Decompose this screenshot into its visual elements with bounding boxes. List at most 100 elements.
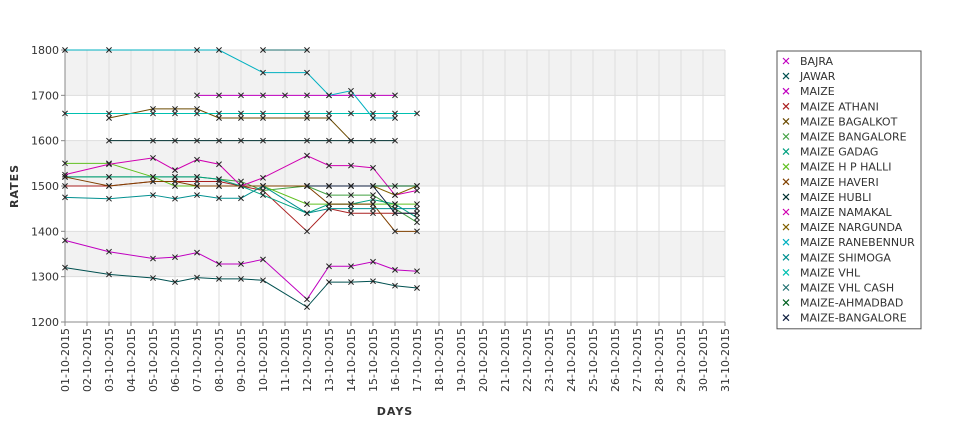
data-point (106, 115, 112, 121)
data-point (194, 47, 200, 53)
series-group (106, 137, 398, 144)
y-tick-label: 1400 (31, 225, 59, 238)
data-point (194, 249, 200, 256)
data-point (370, 201, 376, 208)
x-axis-title: DAYS (377, 405, 413, 418)
legend-item: MAIZE GADAG (782, 146, 878, 159)
legend-marker (782, 238, 790, 246)
data-point (172, 183, 178, 189)
data-point (194, 110, 200, 117)
legend-marker (782, 148, 790, 156)
data-point (304, 228, 310, 235)
data-point (326, 279, 332, 286)
data-point (106, 161, 112, 168)
legend-label: MAIZE BANGALORE (800, 131, 907, 144)
data-point (172, 137, 178, 144)
legend-label: MAIZE HUBLI (800, 191, 871, 204)
x-tick-label: 05-10-2015 (147, 328, 160, 392)
legend-item: MAIZE BANGALORE (782, 131, 907, 144)
x-tick-label: 10-10-2015 (257, 328, 270, 392)
data-point (238, 110, 244, 117)
series-line (64, 176, 417, 232)
data-point (414, 210, 420, 217)
x-tick-label: 02-10-2015 (81, 328, 94, 392)
y-tick-label: 1800 (31, 44, 59, 57)
x-tick-label: 09-10-2015 (235, 328, 248, 392)
legend-marker (782, 87, 790, 95)
data-point (326, 162, 332, 169)
data-point (304, 296, 310, 303)
legend-item: MAIZE BAGALKOT (782, 115, 898, 128)
data-point (260, 137, 266, 144)
legend-label: MAIZE SHIMOGA (800, 251, 891, 264)
data-point (216, 261, 222, 267)
legend-item: MAIZE RANEBENNUR (782, 236, 915, 249)
data-point (414, 201, 420, 208)
data-point (304, 201, 310, 208)
legend-marker (782, 178, 790, 186)
data-point (326, 192, 332, 199)
data-point (348, 205, 354, 212)
legend-item: MAIZE (782, 85, 835, 98)
legend-label: MAIZE GADAG (800, 146, 878, 159)
data-point (238, 137, 244, 144)
data-point (348, 137, 354, 144)
series-line (65, 176, 418, 219)
data-point (326, 92, 332, 99)
x-tick-label: 06-10-2015 (169, 328, 182, 392)
series-group (194, 92, 398, 99)
data-point (370, 196, 376, 203)
data-point (216, 183, 222, 189)
data-point (370, 115, 376, 121)
data-point (370, 92, 376, 99)
x-tick-label: 22-10-2015 (521, 328, 534, 392)
legend-label: MAIZE VHL (800, 266, 861, 279)
x-tick-label: 30-10-2015 (697, 328, 710, 392)
legend-label: MAIZE (800, 85, 835, 98)
data-point (414, 205, 420, 212)
data-point (414, 285, 420, 291)
x-tick-label: 17-10-2015 (411, 328, 424, 392)
legend-label: MAIZE-BANGALORE (800, 312, 907, 325)
legend-box (776, 50, 922, 330)
x-tick-label: 13-10-2015 (323, 328, 336, 392)
data-point (260, 192, 266, 199)
series-group (62, 183, 420, 217)
legend-label: JAWAR (799, 70, 836, 83)
data-point (414, 228, 420, 235)
legend-marker (782, 193, 790, 201)
data-point (216, 110, 222, 117)
data-point (348, 87, 354, 94)
data-point (414, 187, 420, 194)
data-point (150, 154, 156, 161)
data-point (216, 137, 222, 144)
data-point (370, 183, 376, 189)
data-point (326, 137, 332, 144)
series-line (307, 185, 417, 214)
x-tick-label: 14-10-2015 (345, 328, 358, 392)
data-point (150, 173, 156, 180)
series-group (260, 47, 310, 53)
data-point (304, 47, 310, 53)
data-point (216, 176, 222, 183)
data-point (260, 47, 266, 53)
legend-label: MAIZE H P HALLI (800, 161, 891, 174)
data-point (392, 210, 398, 217)
data-point (414, 110, 420, 117)
x-tick-label: 31-10-2015 (719, 328, 732, 392)
data-point (370, 137, 376, 144)
data-point (150, 105, 156, 112)
data-point (414, 219, 420, 226)
series-group (62, 264, 420, 310)
legend: BAJRA JAWAR MAIZE MAIZE ATHANI MAIZE BAGALKO… (776, 50, 922, 330)
x-tick-label: 16-10-2015 (389, 328, 402, 392)
data-point (194, 137, 200, 144)
data-point (304, 115, 310, 121)
x-tick-label: 15-10-2015 (367, 328, 380, 392)
legend-label: MAIZE NARGUNDA (800, 221, 903, 234)
legend-marker (782, 314, 790, 322)
data-point (370, 258, 376, 265)
data-point (348, 201, 354, 208)
data-point (106, 183, 112, 189)
